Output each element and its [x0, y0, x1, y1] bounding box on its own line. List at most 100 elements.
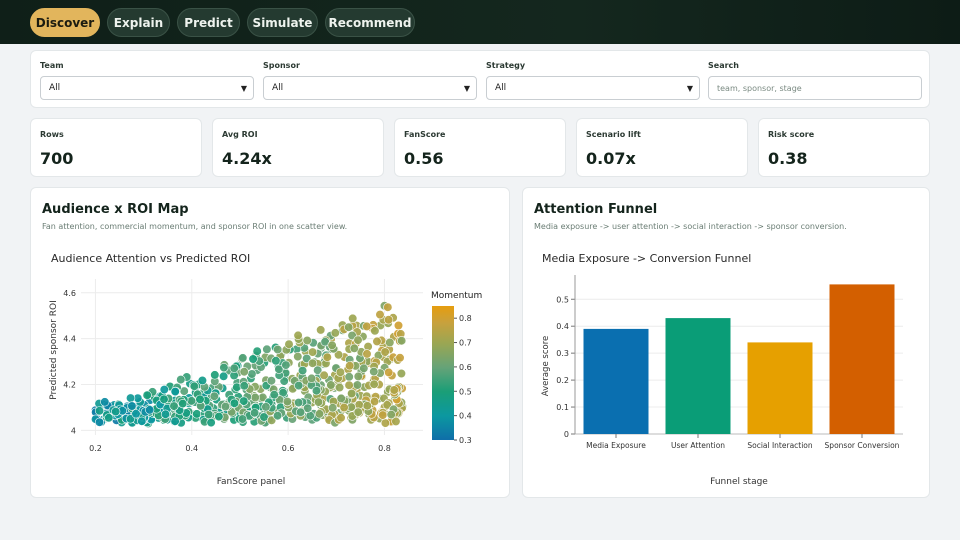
scatter-point [385, 337, 395, 348]
scatter-point [237, 414, 248, 424]
scatter-point [370, 396, 380, 406]
strategy-select-value: All [495, 83, 507, 93]
panel-title: Audience x ROI Map [42, 202, 189, 217]
panel-title: Attention Funnel [534, 202, 658, 217]
scatter-point [127, 401, 137, 411]
scatter-chart[interactable]: Audience Attention vs Predicted ROI 0.2 0… [31, 243, 509, 493]
scatter-point [353, 407, 363, 417]
scatter-point [372, 336, 382, 346]
colorbar [432, 306, 454, 440]
scatter-point [396, 368, 407, 379]
scatter-x-axis-label: FanScore panel [217, 477, 286, 487]
scatter-point [170, 387, 180, 397]
scatter-point [273, 411, 283, 421]
scatter-point [352, 380, 363, 390]
strategy-select[interactable]: All ▼ [486, 76, 700, 100]
team-select-value: All [49, 83, 61, 93]
kpi-value: 0.38 [768, 149, 808, 168]
scatter-point [271, 356, 281, 366]
scatter-point [349, 343, 359, 353]
scatter-point [250, 392, 260, 403]
scatter-point [284, 339, 294, 349]
scatter-point [294, 398, 304, 408]
scatter-point [384, 367, 394, 377]
scatter-point [369, 379, 379, 389]
search-placeholder: team, sponsor, stage [717, 83, 802, 93]
scatter-point [137, 416, 147, 426]
x-tick-label: 0.4 [185, 444, 198, 453]
team-select[interactable]: All ▼ [40, 76, 254, 100]
y-tick-label: 0.5 [556, 295, 569, 304]
scatter-y-axis-label: Predicted sponsor ROI [49, 300, 59, 399]
funnel-bar-chart[interactable]: Media Exposure -> Conversion Funnel 0 0.1… [523, 243, 929, 493]
scatter-point [281, 360, 291, 370]
tab-discover[interactable]: Discover [30, 8, 100, 37]
search-input[interactable]: team, sponsor, stage [708, 76, 922, 100]
scatter-point [204, 409, 214, 420]
tab-recommend[interactable]: Recommend [325, 8, 415, 37]
colorbar-tick-label: 0.8 [459, 314, 472, 323]
scatter-point [206, 418, 216, 428]
colorbar-title: Momentum [431, 291, 482, 301]
chevron-down-icon: ▼ [686, 84, 693, 93]
scatter-point [348, 313, 358, 323]
scatter-chart-title: Audience Attention vs Predicted ROI [51, 252, 250, 265]
bar [583, 328, 649, 434]
scatter-point [314, 409, 325, 419]
y-tick-label: 0.2 [556, 376, 569, 385]
kpi-card-avg-roi: Avg ROI 4.24x [212, 118, 384, 177]
chevron-down-icon: ▼ [240, 84, 247, 93]
scatter-point [247, 369, 257, 379]
scatter-point [186, 396, 197, 406]
scatter-point [336, 413, 346, 423]
tab-explain[interactable]: Explain [107, 8, 170, 37]
scatter-panel: Audience x ROI Map Fan attention, commer… [30, 187, 510, 498]
scatter-point [239, 396, 249, 406]
tab-predict[interactable]: Predict [177, 8, 240, 37]
scatter-point [339, 402, 349, 413]
scatter-point [250, 408, 260, 418]
filter-card: Team All ▼ Sponsor All ▼ Strategy All ▼ … [30, 50, 930, 108]
funnel-panel: Attention Funnel Media exposure -> user … [522, 187, 930, 498]
kpi-value: 0.56 [404, 149, 444, 168]
scatter-point [239, 367, 249, 377]
scatter-point [307, 373, 317, 383]
y-tick-label: 0.3 [556, 349, 569, 358]
kpi-card-risk-score: Risk score 0.38 [758, 118, 930, 177]
colorbar-tick-label: 0.5 [459, 387, 472, 396]
tab-simulate[interactable]: Simulate [247, 8, 318, 37]
scatter-point [220, 402, 231, 412]
scatter-point [210, 370, 220, 380]
kpi-label: Risk score [768, 130, 815, 139]
scatter-point [369, 367, 379, 377]
kpi-label: Avg ROI [222, 130, 258, 139]
scatter-point [319, 370, 329, 380]
y-tick-label: 4.6 [63, 289, 76, 298]
panel-subtitle: Media exposure -> user attention -> soci… [534, 222, 847, 231]
y-tick-label: 0 [564, 430, 569, 439]
bar-y-axis-label: Average score [541, 336, 551, 396]
scatter-point [384, 315, 394, 325]
scatter-point [219, 371, 229, 381]
scatter-point [209, 391, 219, 401]
scatter-point [344, 322, 354, 332]
scatter-point [111, 407, 121, 417]
kpi-value: 0.07x [586, 149, 636, 168]
kpi-card-fanscore: FanScore 0.56 [394, 118, 566, 177]
scatter-point [328, 403, 338, 413]
scatter-point [104, 413, 114, 423]
sponsor-select[interactable]: All ▼ [263, 76, 477, 100]
scatter-point [347, 388, 357, 399]
chevron-down-icon: ▼ [463, 84, 470, 93]
scatter-point [189, 381, 199, 391]
x-tick-label: Media Exposure [586, 441, 646, 450]
scatter-point [274, 364, 284, 374]
scatter-point [169, 401, 179, 411]
scatter-point [395, 353, 405, 363]
strategy-filter-label: Strategy [486, 61, 526, 70]
scatter-point [334, 350, 344, 360]
scatter-point [94, 406, 105, 416]
kpi-value: 4.24x [222, 149, 272, 168]
scatter-point [308, 347, 318, 357]
scatter-point [378, 410, 388, 420]
